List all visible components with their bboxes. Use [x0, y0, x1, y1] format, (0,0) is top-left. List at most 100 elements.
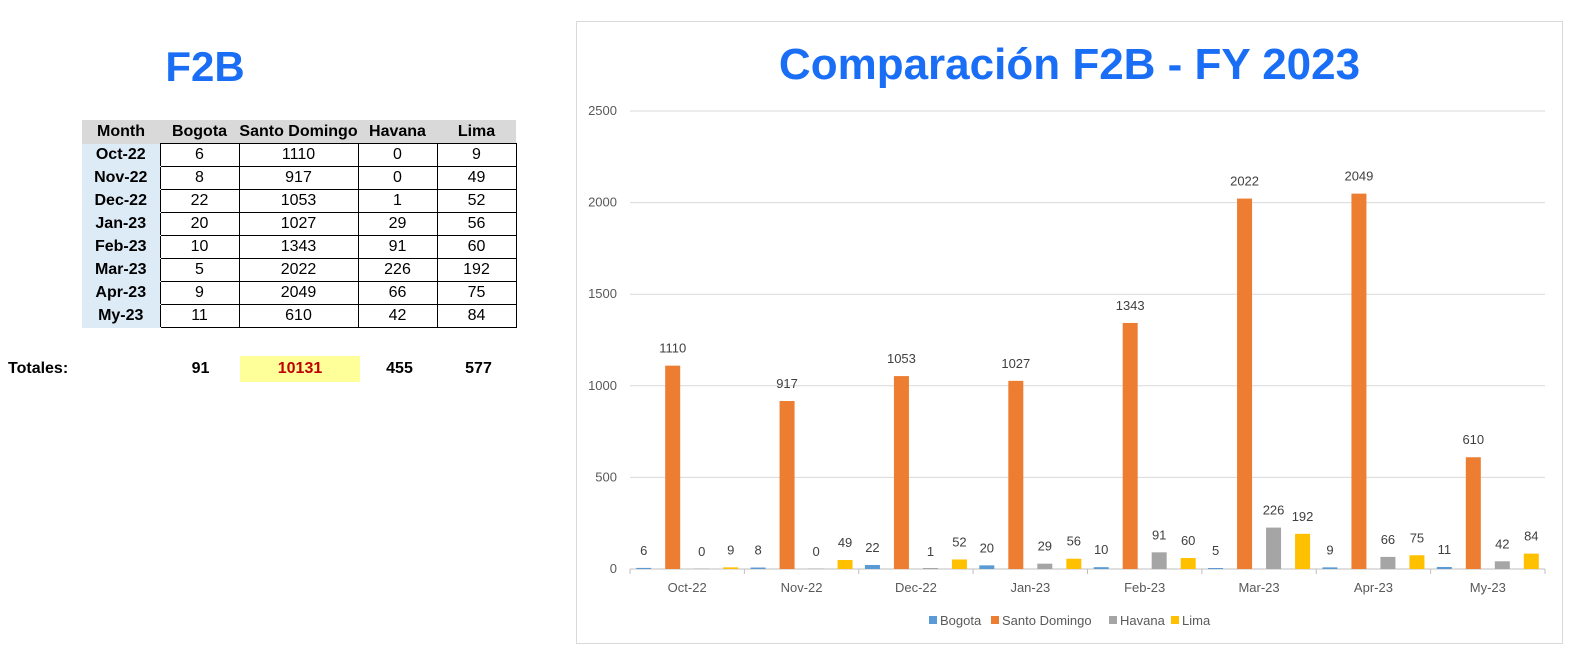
data-label: 2022: [1230, 174, 1259, 189]
totals-label: Totales:: [8, 360, 69, 377]
x-tick-label: Apr-23: [1354, 580, 1393, 595]
data-label: 9: [727, 542, 734, 557]
bar-havana: [1151, 552, 1167, 569]
data-label: 75: [1410, 530, 1424, 545]
y-tick-label: 1000: [588, 378, 617, 393]
x-tick-label: Nov-22: [781, 580, 823, 595]
x-tick-label: Dec-22: [895, 580, 937, 595]
header-month: Month: [82, 120, 160, 144]
bogota-cell: 22: [159, 189, 240, 213]
data-table: Month Bogota Santo Domingo Havana Lima O…: [82, 120, 517, 328]
table-row: Apr-23 9 2049 66 75: [82, 281, 517, 305]
bar-bogota: [1093, 567, 1109, 569]
x-tick-label: Oct-22: [668, 580, 707, 595]
data-label: 610: [1462, 432, 1484, 447]
legend-swatch: [991, 616, 999, 624]
bar-havana: [1494, 561, 1510, 569]
havana-cell: 42: [357, 304, 438, 328]
data-label: 42: [1495, 536, 1509, 551]
data-label: 56: [1067, 534, 1081, 549]
bar-havana: [922, 568, 938, 569]
month-cell: My-23: [82, 304, 160, 328]
chart-title: Comparación F2B - FY 2023: [778, 40, 1361, 89]
bar-santo-domingo: [893, 376, 909, 569]
santo-domingo-cell: 1027: [238, 212, 359, 236]
legend-label: Havana: [1120, 613, 1166, 628]
total-santo-domingo: 10131: [240, 356, 360, 382]
lima-cell: 56: [436, 212, 517, 236]
havana-cell: 66: [357, 281, 438, 305]
month-cell: Oct-22: [82, 143, 160, 167]
havana-cell: 0: [357, 166, 438, 190]
bar-bogota: [636, 567, 652, 569]
lima-cell: 9: [436, 143, 517, 167]
table-row: My-23 11 610 42 84: [82, 304, 517, 328]
bar-havana: [1380, 556, 1396, 569]
havana-cell: 29: [357, 212, 438, 236]
data-label: 84: [1524, 529, 1538, 544]
month-cell: Dec-22: [82, 189, 160, 213]
header-lima: Lima: [437, 120, 516, 144]
table-row: Nov-22 8 917 0 49: [82, 166, 517, 190]
santo-domingo-cell: 2049: [238, 281, 359, 305]
data-label: 226: [1263, 503, 1285, 518]
havana-cell: 0: [357, 143, 438, 167]
data-label: 917: [776, 376, 798, 391]
bar-lima: [723, 567, 739, 569]
bar-santo-domingo: [1465, 457, 1481, 569]
data-label: 1110: [659, 341, 686, 356]
data-label: 20: [980, 540, 994, 555]
bogota-cell: 6: [159, 143, 240, 167]
table-row: Mar-23 5 2022 226 192: [82, 258, 517, 282]
data-label: 0: [698, 544, 705, 559]
lima-cell: 84: [436, 304, 517, 328]
santo-domingo-cell: 2022: [238, 258, 359, 282]
bar-havana: [808, 568, 824, 569]
bogota-cell: 11: [159, 304, 240, 328]
bar-santo-domingo: [779, 401, 795, 569]
data-label: 2049: [1344, 169, 1373, 184]
bar-havana: [1037, 563, 1053, 569]
header-havana: Havana: [358, 120, 437, 144]
month-cell: Feb-23: [82, 235, 160, 259]
data-label: 52: [952, 534, 966, 549]
table-row: Oct-22 6 1110 0 9: [82, 143, 517, 167]
bar-bogota: [750, 567, 766, 569]
bar-lima: [1180, 558, 1196, 569]
data-label: 60: [1181, 533, 1195, 548]
bar-havana: [1266, 527, 1282, 569]
month-cell: Nov-22: [82, 166, 160, 190]
bogota-cell: 20: [159, 212, 240, 236]
x-tick-label: Mar-23: [1238, 580, 1279, 595]
y-tick-label: 1500: [588, 286, 617, 301]
bar-bogota: [1322, 567, 1338, 569]
data-label: 1: [927, 544, 934, 559]
y-tick-label: 2500: [588, 103, 617, 118]
table-header-row: Month Bogota Santo Domingo Havana Lima: [82, 120, 516, 144]
data-label: 6: [640, 543, 647, 558]
santo-domingo-cell: 917: [238, 166, 359, 190]
lima-cell: 75: [436, 281, 517, 305]
legend-swatch: [1171, 616, 1179, 624]
bogota-cell: 9: [159, 281, 240, 305]
totals-row: Totales: 91 10131 455 577: [0, 356, 560, 382]
data-label: 5: [1212, 543, 1219, 558]
table-row: Dec-22 22 1053 1 52: [82, 189, 517, 213]
month-cell: Jan-23: [82, 212, 160, 236]
bar-bogota: [1208, 568, 1224, 569]
legend-label: Bogota: [940, 613, 982, 628]
lima-cell: 60: [436, 235, 517, 259]
month-cell: Mar-23: [82, 258, 160, 282]
bar-lima: [1066, 558, 1082, 569]
total-havana: 455: [386, 360, 413, 377]
data-label: 1343: [1116, 298, 1145, 313]
bar-santo-domingo: [1008, 380, 1024, 569]
bar-santo-domingo: [1122, 322, 1138, 569]
x-tick-label: My-23: [1470, 580, 1506, 595]
total-bogota: 91: [191, 360, 210, 377]
bogota-cell: 5: [159, 258, 240, 282]
legend-swatch: [1109, 616, 1117, 624]
bogota-cell: 10: [159, 235, 240, 259]
bar-lima: [1409, 555, 1425, 569]
x-tick-label: Feb-23: [1124, 580, 1165, 595]
